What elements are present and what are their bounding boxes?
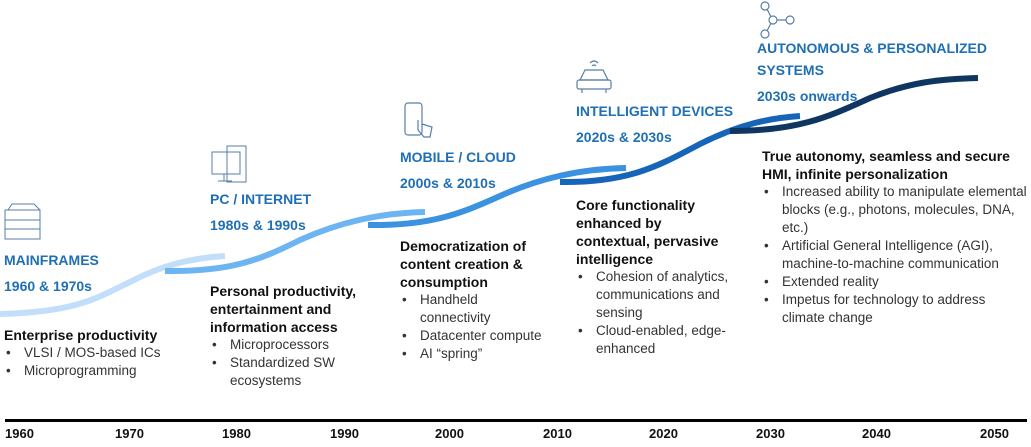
bullet: Impetus for technology to address climat… (764, 291, 1030, 327)
desc-heading: Democratization of content creation & co… (400, 238, 527, 290)
bullet: Microprogramming (6, 362, 184, 380)
server-icon (4, 203, 41, 240)
curve-mainframes (0, 253, 226, 317)
bullet: Cohesion of analytics, communications an… (578, 268, 736, 322)
bullet: Extended reality (764, 273, 1030, 291)
curve-pc-internet (164, 209, 426, 275)
era-title: PC / INTERNET (210, 191, 312, 207)
desc-mobile-cloud: Democratization of content creation & co… (400, 237, 545, 363)
era-title: MAINFRAMES (4, 252, 99, 268)
desc-autonomous: True autonomy, seamless and secure HMI, … (762, 147, 1030, 327)
axis-tick: 1990 (330, 426, 359, 441)
timeline-axis (5, 419, 1027, 422)
desc-pc-internet: Personal productivity, entertainment and… (210, 282, 370, 390)
curve-autonomous (729, 75, 979, 134)
bullet: VLSI / MOS-based ICs (6, 344, 184, 362)
axis-tick: 2040 (862, 426, 891, 441)
axis-tick: 2050 (980, 426, 1009, 441)
smartphone-icon (404, 102, 433, 138)
axis-tick: 2010 (543, 426, 572, 441)
network-nodes-icon (760, 1, 795, 39)
era-autonomous: AUTONOMOUS & PERSONALIZED SYSTEMS 2030s o… (757, 37, 987, 107)
bullet: Handheld connectivity (402, 291, 545, 327)
desc-heading: Enterprise productivity (4, 327, 158, 343)
monitor-icon (211, 145, 247, 183)
curve-intelligent-devices (559, 113, 801, 186)
era-intelligent-devices: INTELLIGENT DEVICES 2020s & 2030s (576, 100, 733, 148)
era-title: AUTONOMOUS & PERSONALIZED SYSTEMS (757, 40, 987, 78)
desc-mainframes: Enterprise productivityVLSI / MOS-based … (4, 326, 184, 380)
desc-intelligent-devices: Core functionality enhanced by contextua… (576, 196, 736, 358)
curve-mobile-cloud (367, 165, 627, 229)
desc-heading: Personal productivity, entertainment and… (210, 283, 356, 335)
bullet: AI “spring” (402, 345, 545, 363)
era-years: 1980s & 1990s (210, 217, 306, 233)
desc-heading: True autonomy, seamless and secure HMI, … (762, 148, 1010, 182)
axis-tick: 2000 (435, 426, 464, 441)
bullet: Standardized SW ecosystems (212, 354, 370, 390)
axis-tick: 1970 (115, 426, 144, 441)
era-title: INTELLIGENT DEVICES (576, 103, 734, 119)
era-years: 2030s onwards (757, 88, 858, 104)
era-years: 1960 & 1970s (4, 278, 92, 294)
car-icon (576, 60, 612, 93)
desc-heading: Core functionality enhanced by contextua… (576, 197, 719, 267)
era-years: 2000s & 2010s (400, 175, 496, 191)
era-pc-internet: PC / INTERNET 1980s & 1990s (210, 188, 311, 236)
bullet: Increased ability to manipulate elementa… (764, 183, 1030, 237)
axis-tick: 1960 (5, 426, 34, 441)
bullet: Artificial General Intelligence (AGI), m… (764, 237, 1030, 273)
era-title: MOBILE / CLOUD (400, 149, 516, 165)
axis-tick: 2020 (649, 426, 678, 441)
axis-tick: 1980 (222, 426, 251, 441)
bullet: Microprocessors (212, 336, 370, 354)
bullet: Datacenter compute (402, 327, 545, 345)
era-mobile-cloud: MOBILE / CLOUD 2000s & 2010s (400, 146, 516, 194)
axis-tick: 2030 (756, 426, 785, 441)
era-years: 2020s & 2030s (576, 129, 672, 145)
bullet: Cloud-enabled, edge-enhanced (578, 322, 736, 358)
era-mainframes: MAINFRAMES 1960 & 1970s (4, 249, 99, 297)
